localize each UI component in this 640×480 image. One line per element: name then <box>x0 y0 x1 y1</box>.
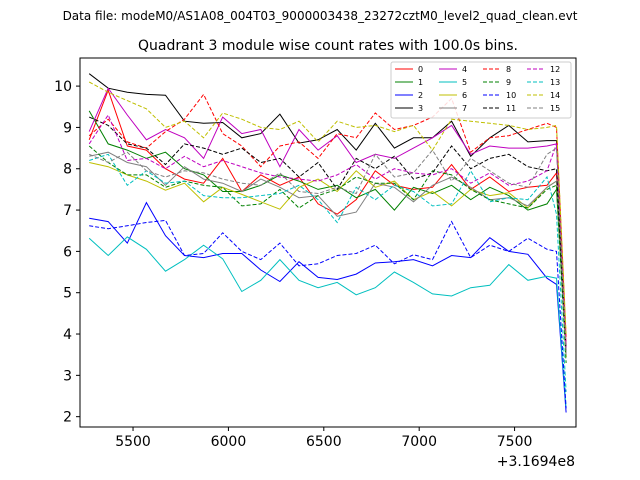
y-tick-label: 2 <box>63 410 72 426</box>
y-axis-ticks: 2 3 4 5 6 7 8 9 10 <box>54 79 80 426</box>
legend-label-4: 4 <box>462 65 467 74</box>
legend-label-11: 11 <box>506 104 516 113</box>
series-line-1 <box>88 110 567 353</box>
x-axis-ticks: 5500 6000 6500 7000 7500 <box>115 427 532 450</box>
series-line-12 <box>88 113 567 351</box>
legend-label-8: 8 <box>506 65 511 74</box>
series-line-10 <box>89 219 567 409</box>
series-line-3 <box>88 73 567 357</box>
series-line-5 <box>88 236 567 409</box>
x-offset-label: +3.1694e8 <box>497 454 575 470</box>
legend-label-6: 6 <box>462 91 467 100</box>
x-tick-label: 5500 <box>115 434 151 450</box>
legend-label-5: 5 <box>462 78 467 87</box>
series-layer <box>88 73 567 413</box>
chart-title: Quadrant 3 module wise count rates with … <box>138 38 518 54</box>
x-tick-label: 7500 <box>497 434 533 450</box>
series-line-9 <box>88 145 567 364</box>
x-tick-label: 6000 <box>211 434 247 450</box>
y-tick-label: 6 <box>63 244 72 260</box>
legend-label-13: 13 <box>550 78 560 87</box>
legend-label-3: 3 <box>418 104 423 113</box>
legend-label-1: 1 <box>418 78 423 87</box>
y-tick-label: 9 <box>63 120 72 136</box>
series-line-0 <box>88 88 567 345</box>
x-tick-label: 7000 <box>401 434 437 450</box>
legend-label-9: 9 <box>506 78 511 87</box>
series-line-2 <box>89 201 567 413</box>
legend-label-0: 0 <box>418 65 423 74</box>
legend-label-2: 2 <box>418 91 423 100</box>
y-tick-label: 7 <box>63 203 72 219</box>
y-tick-label: 8 <box>63 162 72 178</box>
y-tick-label: 5 <box>63 286 72 302</box>
legend-label-7: 7 <box>462 104 467 113</box>
series-line-7 <box>89 151 567 355</box>
series-line-13 <box>89 153 567 392</box>
y-tick-label: 3 <box>63 368 72 384</box>
legend-label-12: 12 <box>550 65 560 74</box>
data-file-header: Data file: modeM0/AS1A08_004T03_90000034… <box>63 9 578 23</box>
series-line-6 <box>89 162 567 357</box>
series-line-14 <box>88 81 567 335</box>
series-line-4 <box>88 87 567 349</box>
series-line-11 <box>88 116 567 351</box>
legend-label-10: 10 <box>506 91 516 100</box>
legend-label-14: 14 <box>550 91 560 100</box>
y-tick-label: 4 <box>63 327 72 343</box>
y-tick-label: 10 <box>54 79 72 95</box>
series-line-8 <box>88 93 567 339</box>
x-tick-label: 6500 <box>306 434 342 450</box>
legend-box <box>390 61 572 119</box>
legend-label-15: 15 <box>550 104 560 113</box>
series-line-15 <box>89 147 567 353</box>
plot-frame <box>79 57 577 428</box>
